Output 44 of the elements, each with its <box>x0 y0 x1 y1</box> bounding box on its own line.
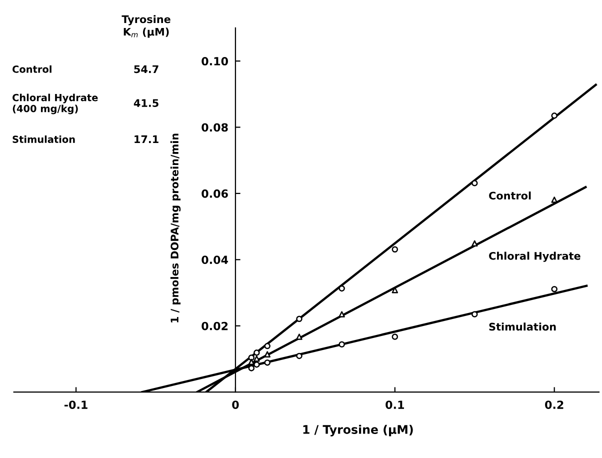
point <box>472 240 478 247</box>
series-label: Stimulation <box>489 322 556 331</box>
point <box>392 246 398 253</box>
x-tick-label: 0.1 <box>386 400 404 409</box>
point <box>264 359 270 366</box>
point <box>472 311 478 318</box>
point <box>296 334 302 340</box>
y-tick-label: 0.06 <box>202 189 228 198</box>
point <box>254 355 260 362</box>
point <box>264 351 270 358</box>
y-tick-label: 0.04 <box>202 256 228 264</box>
point <box>296 352 302 360</box>
x-tick-label: 0 <box>232 400 239 409</box>
point <box>254 361 260 368</box>
y-axis-title: 1 / pmoles DOPA/mg protein/min <box>170 134 181 322</box>
annotation: Chloral Hydrate (400 mg/kg) <box>12 94 98 114</box>
annotation: Tyrosine K$_{m}$ (μM) <box>122 15 170 38</box>
y-tick-label: 0.10 <box>202 57 228 66</box>
point <box>296 316 302 322</box>
point <box>551 196 558 203</box>
series-label: Control <box>489 192 531 200</box>
point <box>392 334 398 340</box>
annotation: 17.1 <box>134 135 158 144</box>
x-tick-label: 0.2 <box>545 400 564 409</box>
point <box>338 341 345 348</box>
x-tick-label: -0.1 <box>64 400 88 409</box>
point <box>338 285 345 292</box>
annotation: Control <box>12 65 52 73</box>
point <box>551 112 558 119</box>
point <box>248 358 255 366</box>
annotation: Stimulation <box>12 135 75 143</box>
annotation: 41.5 <box>134 99 158 107</box>
annotation: 54.7 <box>134 65 158 74</box>
x-axis-title: 1 / Tyrosine (μM) <box>303 424 413 436</box>
point <box>254 350 260 356</box>
point <box>338 311 345 318</box>
point <box>551 286 558 292</box>
y-tick-label: 0.08 <box>202 123 228 132</box>
point <box>248 354 255 361</box>
point <box>264 342 270 350</box>
point <box>472 180 478 186</box>
y-tick-label: 0.02 <box>202 322 228 330</box>
point <box>248 365 255 372</box>
series-label: Chloral Hydrate <box>489 252 580 262</box>
